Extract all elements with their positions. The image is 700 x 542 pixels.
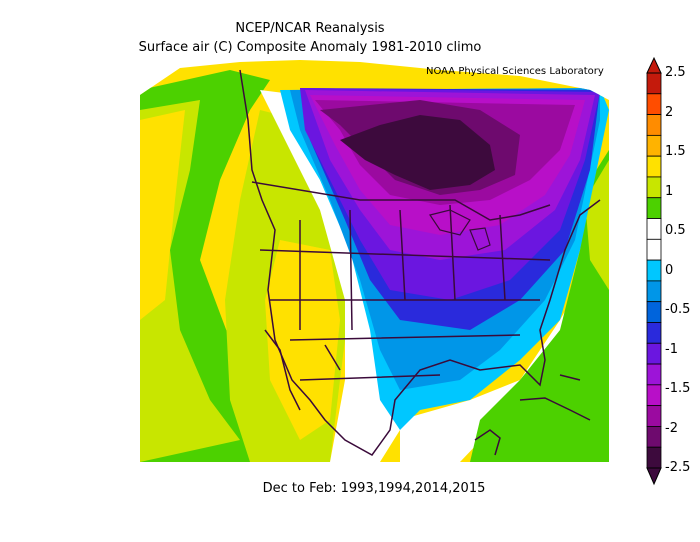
- lake-michigan: [469, 227, 491, 251]
- period-caption: Dec to Feb: 1993,1994,2014,2015: [262, 481, 486, 496]
- map-title: NCEP/NCAR Reanalysis: [235, 21, 385, 36]
- colorbar-cell: [646, 426, 662, 448]
- field-coldest-core: [340, 115, 495, 190]
- colorbar-tick-label: -2.5: [665, 460, 691, 475]
- colorbar-cell: [646, 134, 662, 157]
- colorbar-tick-label: 2: [665, 104, 674, 120]
- colorbar-tick-label: 1.5: [665, 144, 686, 159]
- colorbar-cell: [646, 197, 662, 219]
- colorbar-cell: [646, 259, 662, 282]
- map-subtitle: Surface air (C) Composite Anomaly 1981-2…: [138, 40, 482, 55]
- boundaries: [239, 69, 601, 456]
- colorbar-cell: [646, 405, 662, 427]
- colorbar-cell: [646, 301, 662, 323]
- colorbar-tick-label: -0.5: [665, 302, 691, 317]
- colorbar-tick-label: 0: [665, 262, 674, 278]
- colorbar-top-arrow: [646, 56, 662, 74]
- colorbar-cell: [646, 322, 662, 344]
- yucatan: [474, 429, 501, 456]
- colorbar-cell: [646, 155, 662, 178]
- colorbar-cells: [646, 72, 662, 469]
- colorbar-cell: [646, 363, 662, 386]
- baja-peninsula: [264, 329, 341, 411]
- colorbar-cell: [646, 238, 662, 261]
- colorbar-cell: [646, 342, 662, 365]
- state-lines-horizontal: [259, 249, 551, 381]
- field-neutral-band: [260, 90, 400, 462]
- colorbar-tick-label: -2: [665, 420, 678, 436]
- field-yellow-west: [140, 110, 185, 320]
- colorbar-cell: [646, 93, 662, 115]
- colorbar-cell: [646, 114, 662, 136]
- field-green-east: [470, 150, 609, 462]
- colorbar-cell: [646, 280, 662, 303]
- coastline: [239, 69, 601, 456]
- colorbar-cell: [646, 176, 662, 199]
- colorbar-cell: [646, 384, 662, 407]
- caribbean-islands: [519, 374, 591, 421]
- lab-attribution: NOAA Physical Sciences Laboratory: [426, 66, 604, 77]
- colorbar-tick-label: 0.5: [665, 223, 686, 238]
- colorbar-tick-label: -1.5: [665, 381, 691, 396]
- colorbar-cell: [646, 72, 662, 95]
- colorbar-cell: [646, 218, 662, 240]
- lake-superior: [429, 209, 471, 236]
- colorbar-cell: [646, 446, 662, 469]
- great-lakes: [429, 209, 491, 251]
- colorbar-tick-label: -1: [665, 341, 678, 357]
- colorbar-tick-label: 1: [665, 183, 674, 199]
- us-canada-border: [251, 181, 551, 221]
- colorbar-tick-label: 2.5: [665, 65, 686, 80]
- colorbar-bottom-arrow: [646, 467, 662, 486]
